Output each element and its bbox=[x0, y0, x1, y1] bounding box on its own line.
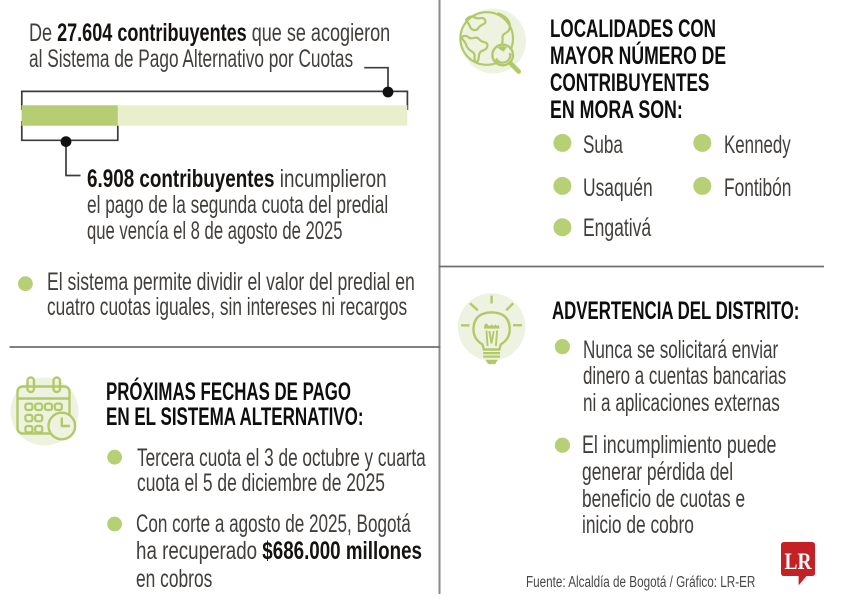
svg-text:LR: LR bbox=[785, 549, 812, 574]
